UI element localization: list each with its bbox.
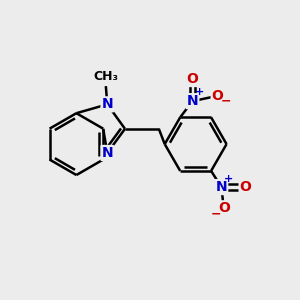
Text: O: O <box>187 72 199 86</box>
Text: −: − <box>210 207 221 220</box>
Text: +: + <box>194 87 204 97</box>
Text: O: O <box>218 201 230 215</box>
Text: N: N <box>187 94 198 108</box>
Text: N: N <box>216 180 227 194</box>
Text: +: + <box>224 174 233 184</box>
Text: −: − <box>220 94 231 108</box>
Text: N: N <box>101 98 113 111</box>
Text: O: O <box>212 89 224 103</box>
Text: CH₃: CH₃ <box>93 70 118 83</box>
Text: N: N <box>101 146 113 160</box>
Text: O: O <box>240 180 251 194</box>
